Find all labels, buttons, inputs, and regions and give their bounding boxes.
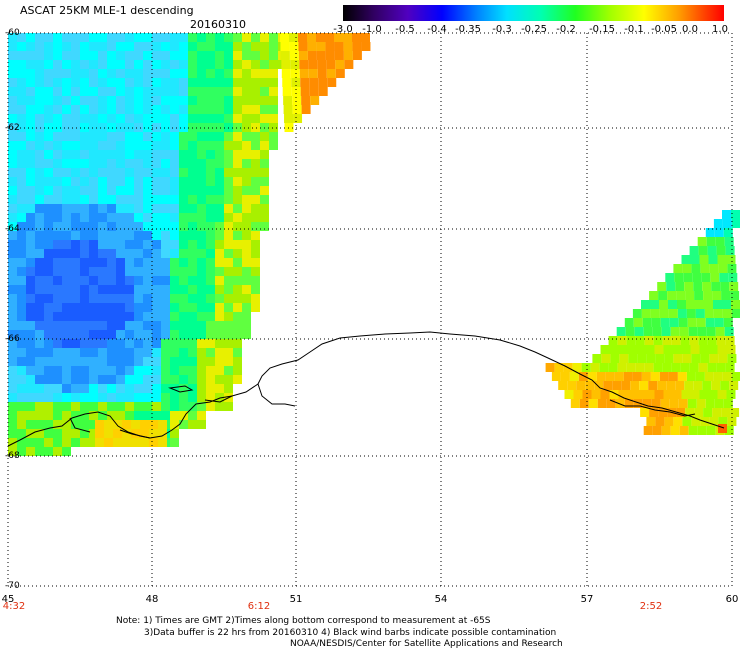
colorbar-label: -0.3: [492, 24, 512, 35]
swath-data: [8, 33, 740, 456]
colorbar: [343, 5, 724, 21]
note-line-1: Note: 1) Times are GMT 2)Times along bot…: [116, 616, 491, 626]
product-title: ASCAT 25KM MLE-1 descending: [20, 4, 194, 17]
note-line-2: 3)Data buffer is 22 hrs from 20160310 4)…: [144, 628, 557, 638]
time-label: 6:12: [247, 601, 271, 612]
colorbar-label: -0.2: [556, 24, 576, 35]
lon-label: 54: [434, 594, 448, 605]
lat-lon-grid: [8, 33, 732, 586]
lat-label: -64: [5, 224, 20, 234]
colorbar-label: -0.5: [395, 24, 415, 35]
lat-label: -60: [5, 28, 20, 38]
lat-label: -66: [5, 334, 20, 344]
lat-label: -62: [5, 123, 20, 133]
colorbar-label: -0.25: [521, 24, 547, 35]
colorbar-label: -1.0: [362, 24, 382, 35]
map-frame: [7, 32, 733, 587]
colorbar-label: -0.1: [624, 24, 644, 35]
lon-label: 48: [145, 594, 159, 605]
colorbar-label: 1.0: [712, 24, 728, 35]
lon-label: 60: [725, 594, 739, 605]
lon-label: 51: [289, 594, 303, 605]
time-label: 2:52: [639, 601, 663, 612]
lat-label: -70: [5, 581, 20, 591]
lon-label: 57: [580, 594, 594, 605]
colorbar-label: -3.0: [333, 24, 353, 35]
coastline: [7, 331, 725, 447]
colorbar-label: 0.0: [682, 24, 698, 35]
time-label: 4:32: [2, 601, 26, 612]
colorbar-label: -0.4: [427, 24, 447, 35]
lat-label: -68: [5, 451, 20, 461]
colorbar-label: -0.15: [589, 24, 615, 35]
lon-label: 45: [1, 594, 15, 605]
product-date: 20160310: [190, 18, 246, 31]
colorbar-label: -0.35: [455, 24, 481, 35]
colorbar-label: -0.05: [651, 24, 677, 35]
note-line-3: NOAA/NESDIS/Center for Satellite Applica…: [290, 639, 563, 649]
